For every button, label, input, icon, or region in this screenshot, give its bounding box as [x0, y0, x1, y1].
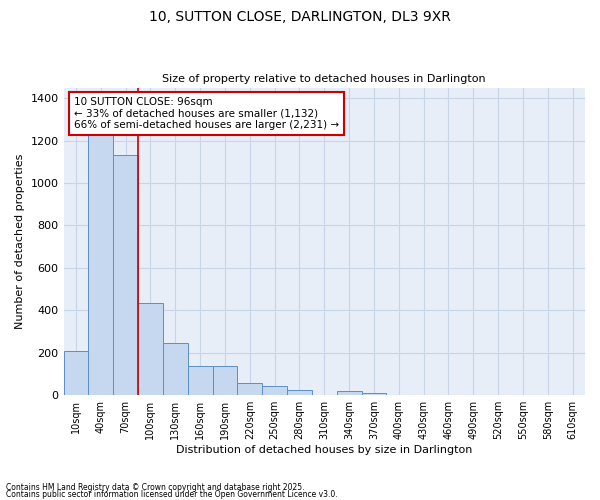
Bar	[88, 109, 113, 395]
Bar	[287, 390, 312, 395]
Bar	[163, 343, 188, 395]
Bar	[238, 383, 262, 395]
Bar	[64, 350, 88, 395]
Text: 10 SUTTON CLOSE: 96sqm
← 33% of detached houses are smaller (1,132)
66% of semi-: 10 SUTTON CLOSE: 96sqm ← 33% of detached…	[74, 97, 339, 130]
Y-axis label: Number of detached properties: Number of detached properties	[15, 154, 25, 329]
Text: Contains public sector information licensed under the Open Government Licence v3: Contains public sector information licen…	[6, 490, 338, 499]
Bar	[188, 366, 212, 395]
Title: Size of property relative to detached houses in Darlington: Size of property relative to detached ho…	[163, 74, 486, 84]
Bar	[362, 393, 386, 395]
Bar	[113, 156, 138, 395]
Bar	[212, 366, 238, 395]
Text: 10, SUTTON CLOSE, DARLINGTON, DL3 9XR: 10, SUTTON CLOSE, DARLINGTON, DL3 9XR	[149, 10, 451, 24]
Bar	[138, 303, 163, 395]
Bar	[262, 386, 287, 395]
Text: Contains HM Land Registry data © Crown copyright and database right 2025.: Contains HM Land Registry data © Crown c…	[6, 484, 305, 492]
X-axis label: Distribution of detached houses by size in Darlington: Distribution of detached houses by size …	[176, 445, 472, 455]
Bar	[337, 391, 362, 395]
